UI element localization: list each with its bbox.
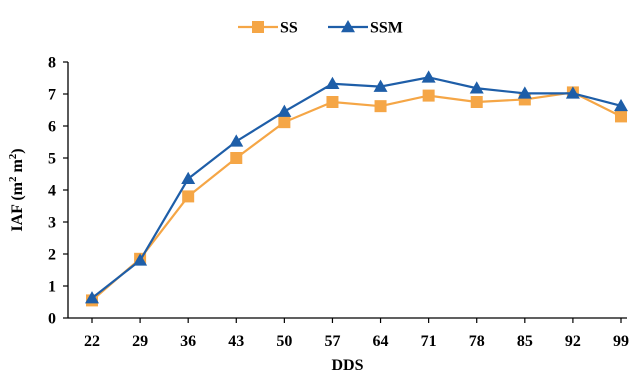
legend-label: SS: [280, 20, 298, 37]
series-ss-point: [470, 96, 483, 108]
series-ssm-point: [517, 86, 532, 99]
y-axis-title: IAF (m2 m2): [7, 148, 26, 231]
series-layer: [85, 70, 628, 307]
series-ss-point: [326, 96, 339, 108]
series-ss-point: [230, 152, 243, 164]
y-tick-label: 6: [48, 119, 56, 136]
series-ss-point: [278, 116, 291, 129]
series-ss-point: [182, 190, 195, 203]
series-ssm-point: [373, 79, 388, 92]
series-ss: [86, 86, 627, 307]
x-tick-label: 64: [373, 333, 389, 350]
legend-item-ss: SS: [238, 20, 298, 37]
x-tick-label: 43: [228, 333, 244, 350]
legend-item-ssm: SSM: [328, 20, 403, 37]
series-ssm-point: [325, 76, 340, 90]
legend-label: SSM: [370, 20, 403, 37]
x-tick-label: 29: [132, 333, 148, 350]
legend: SS SSM: [238, 20, 403, 37]
series-ss-point: [615, 110, 627, 123]
series-ssm-line: [91, 76, 622, 300]
y-tick-label: 4: [48, 183, 56, 200]
y-tick-label: 5: [48, 151, 56, 168]
series-ssm-point: [85, 291, 99, 304]
axes: [63, 61, 627, 323]
x-tick-label: 50: [276, 333, 292, 350]
series-ssm-point: [469, 81, 484, 94]
y-tick-label: 8: [48, 55, 56, 72]
series-ss-line: [91, 91, 622, 302]
series-ssm-point: [229, 134, 244, 147]
series-ss-point: [374, 100, 387, 113]
y-tick-label: 2: [48, 247, 56, 264]
series-ssm-point: [421, 70, 436, 83]
series-ssm-point: [565, 86, 580, 99]
y-tick-label: 7: [48, 87, 56, 104]
legend-swatch-marker: [341, 20, 355, 33]
series-ss-point: [422, 89, 435, 102]
series-ssm-point: [181, 171, 196, 185]
legend-swatch-marker: [252, 21, 264, 33]
y-tick-label: 0: [48, 311, 56, 328]
series-ssm-point: [277, 104, 292, 117]
x-tick-label: 92: [565, 333, 581, 350]
x-tick-label: 85: [517, 333, 533, 350]
y-tick-label: 1: [48, 279, 56, 296]
x-tick-label: 57: [324, 333, 340, 350]
x-tick-label: 99: [613, 333, 629, 350]
x-tick-label: 36: [180, 333, 196, 350]
series-ssm-point: [614, 98, 628, 112]
x-tick-label: 78: [469, 333, 485, 350]
x-tick-label: 71: [421, 333, 437, 350]
series-ssm-point: [133, 253, 148, 266]
series-ssm: [85, 70, 628, 304]
x-tick-label: 22: [84, 333, 100, 350]
x-axis-title: DDS: [331, 357, 363, 374]
y-tick-label: 3: [48, 215, 56, 232]
